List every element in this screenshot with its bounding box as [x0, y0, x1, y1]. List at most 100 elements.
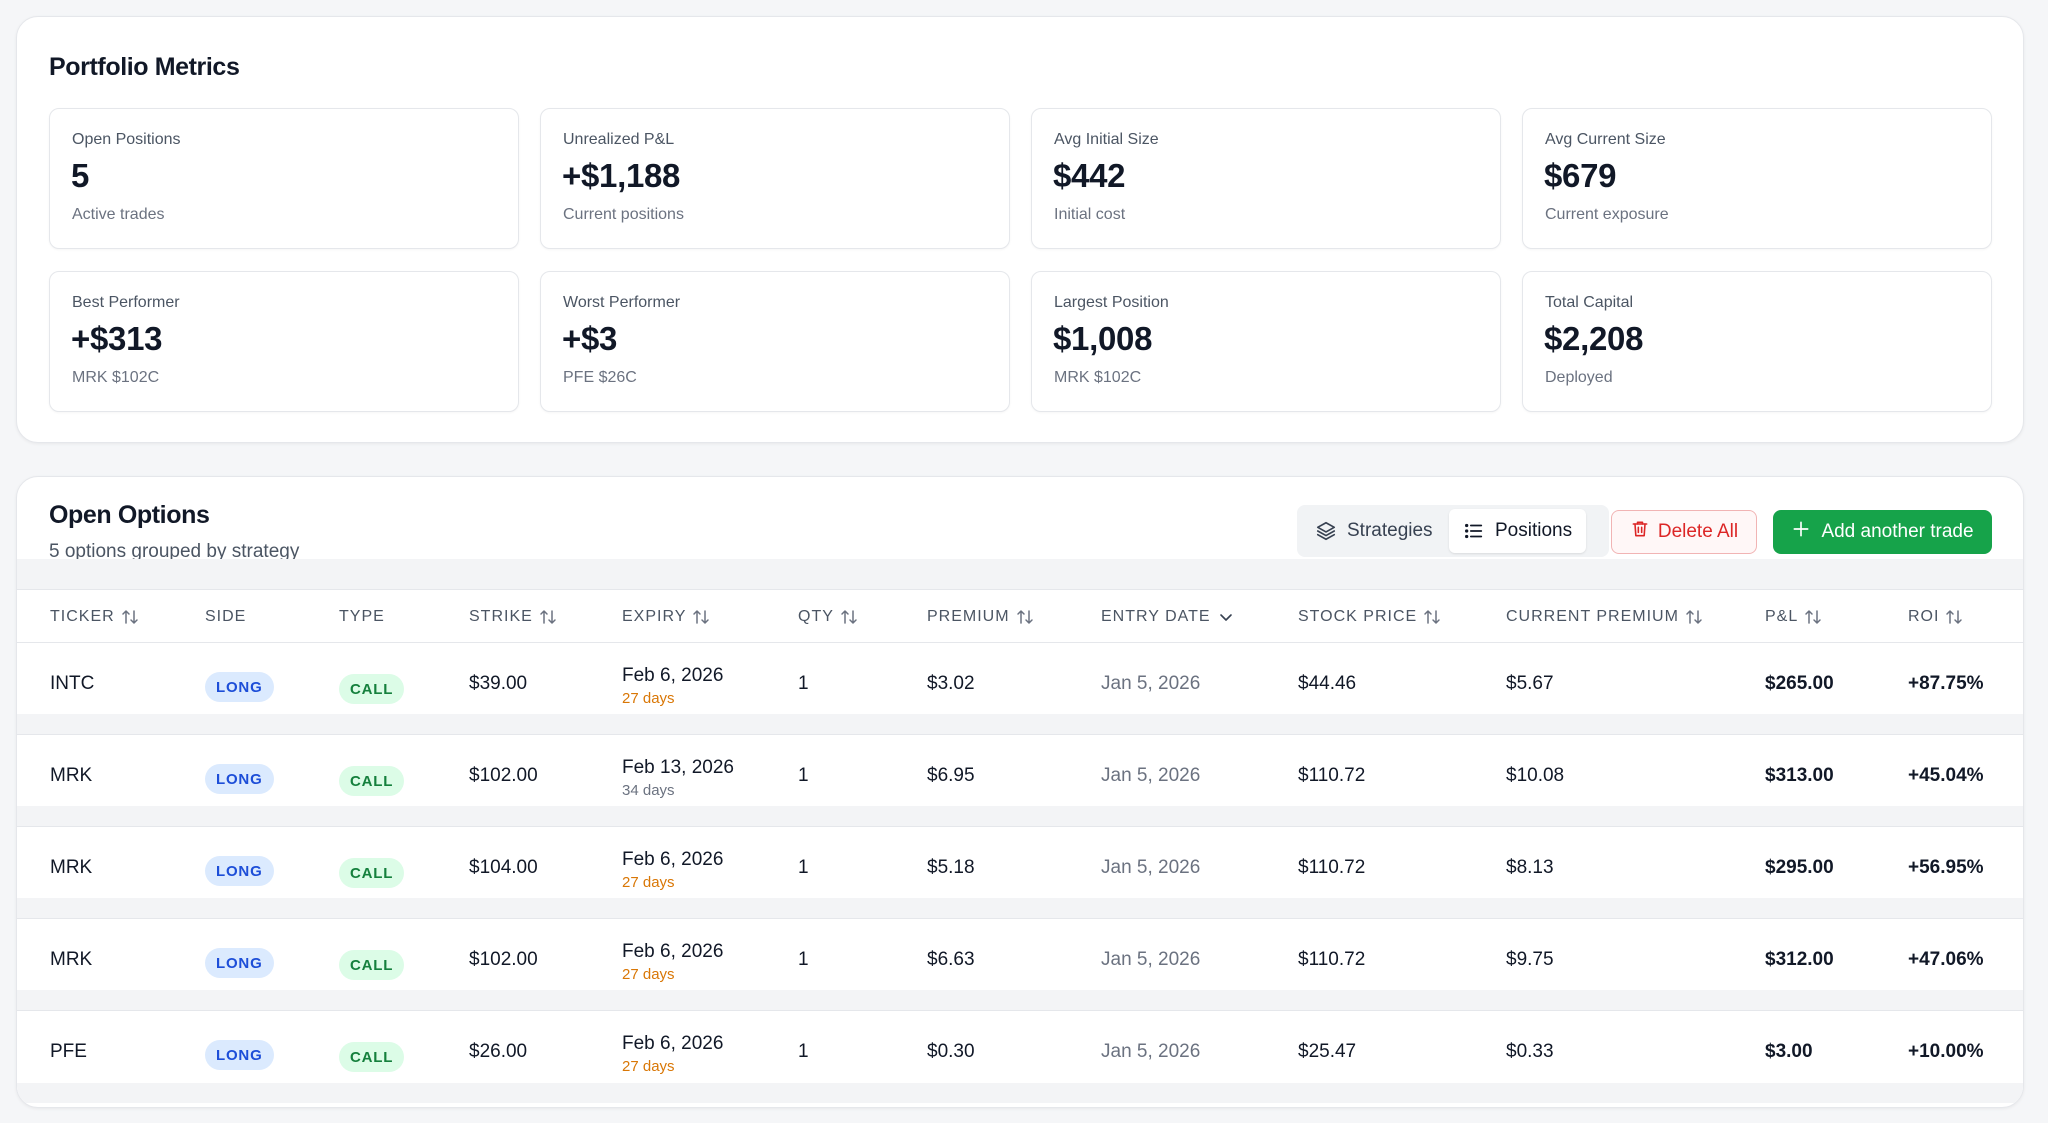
- entry-date-cell: Jan 5, 2026: [1101, 1041, 1201, 1062]
- stock-price-cell: $44.46: [1298, 673, 1357, 694]
- sort-arrows-icon: [539, 608, 557, 626]
- entry-date-cell: Jan 5, 2026: [1101, 857, 1201, 878]
- ticker-cell: INTC: [50, 673, 95, 694]
- roi-cell: +45.04%: [1908, 765, 1984, 786]
- sort-arrows-icon: [840, 608, 858, 626]
- column-header-type[interactable]: Type: [339, 590, 385, 644]
- stock-price-cell: $110.72: [1298, 949, 1366, 970]
- stock-price-cell: $110.72: [1298, 857, 1366, 878]
- column-header-side[interactable]: Side: [205, 590, 246, 644]
- metric-unrealized-pnl: Unrealized P&L +$1,188 Current positions: [540, 108, 1010, 249]
- metric-label: Largest Position: [1054, 294, 1169, 311]
- pnl-cell: $313.00: [1765, 765, 1834, 786]
- days-to-expiry: 27 days: [622, 690, 675, 707]
- days-to-expiry: 27 days: [622, 966, 675, 983]
- sort-arrows-icon: [1685, 608, 1703, 626]
- expiry-date: Feb 6, 2026: [622, 1033, 724, 1054]
- metric-sub: Active trades: [72, 206, 165, 223]
- strategies-view-button[interactable]: Strategies: [1301, 509, 1447, 553]
- table-row[interactable]: INTC LONG CALL $39.00 Feb 6, 2026 27 day…: [17, 643, 2023, 735]
- open-options-card: Open Options 5 options grouped by strate…: [16, 476, 2024, 1108]
- column-header-label: Entry Date: [1101, 608, 1211, 625]
- table-row[interactable]: PFE LONG CALL $26.00 Feb 6, 2026 27 days…: [17, 1011, 2023, 1103]
- column-header-label: ROI: [1908, 608, 1940, 625]
- column-header-stock-price[interactable]: Stock Price: [1298, 590, 1441, 644]
- metric-value: $2,208: [1544, 320, 1644, 357]
- metric-label: Avg Current Size: [1545, 131, 1666, 148]
- current-premium-cell: $5.67: [1506, 673, 1554, 694]
- qty-cell: 1: [798, 673, 809, 694]
- strike-cell: $102.00: [469, 949, 538, 970]
- qty-cell: 1: [798, 857, 809, 878]
- table-header: Ticker Side Type Strike Expiry Qty Premi…: [17, 589, 2023, 643]
- column-header-strike[interactable]: Strike: [469, 590, 557, 644]
- column-header-pnl[interactable]: P&L: [1765, 590, 1822, 644]
- pnl-cell: $265.00: [1765, 673, 1834, 694]
- add-trade-button[interactable]: Add another trade: [1773, 510, 1992, 554]
- entry-date-cell: Jan 5, 2026: [1101, 673, 1201, 694]
- strategies-label: Strategies: [1347, 520, 1433, 541]
- roi-cell: +87.75%: [1908, 673, 1984, 694]
- ticker-cell: MRK: [50, 949, 93, 970]
- premium-cell: $0.30: [927, 1041, 975, 1062]
- view-toggle: Strategies Positions: [1297, 505, 1609, 557]
- roi-cell: +47.06%: [1908, 949, 1984, 970]
- side-badge: LONG: [205, 672, 274, 702]
- portfolio-metrics-title: Portfolio Metrics: [49, 53, 240, 81]
- strike-cell: $26.00: [469, 1041, 528, 1062]
- expiry-date: Feb 6, 2026: [622, 849, 724, 870]
- column-header-label: Current Premium: [1506, 608, 1679, 625]
- column-header-label: Strike: [469, 608, 533, 625]
- stock-price-cell: $110.72: [1298, 765, 1366, 786]
- open-options-title: Open Options: [49, 501, 210, 529]
- stock-price-cell: $25.47: [1298, 1041, 1357, 1062]
- row-band: [17, 1083, 2023, 1103]
- row-band: [17, 806, 2023, 826]
- pnl-cell: $295.00: [1765, 857, 1834, 878]
- metric-value: $442: [1053, 157, 1126, 194]
- current-premium-cell: $10.08: [1506, 765, 1565, 786]
- column-header-entry-date[interactable]: Entry Date: [1101, 590, 1235, 644]
- pnl-cell: $312.00: [1765, 949, 1834, 970]
- column-header-expiry[interactable]: Expiry: [622, 590, 710, 644]
- column-header-label: P&L: [1765, 608, 1799, 625]
- metric-value: 5: [71, 157, 90, 194]
- add-trade-label: Add another trade: [1821, 521, 1974, 542]
- metric-best-performer: Best Performer +$313 MRK $102C: [49, 271, 519, 412]
- column-header-label: Ticker: [50, 608, 115, 625]
- entry-date-cell: Jan 5, 2026: [1101, 949, 1201, 970]
- metric-sub: Deployed: [1545, 369, 1613, 386]
- plus-icon: [1791, 519, 1811, 545]
- ticker-cell: MRK: [50, 857, 93, 878]
- table-row[interactable]: MRK LONG CALL $102.00 Feb 13, 2026 34 da…: [17, 735, 2023, 827]
- table-row[interactable]: MRK LONG CALL $102.00 Feb 6, 2026 27 day…: [17, 919, 2023, 1011]
- metric-total-capital: Total Capital $2,208 Deployed: [1522, 271, 1992, 412]
- positions-view-button[interactable]: Positions: [1449, 509, 1587, 553]
- current-premium-cell: $0.33: [1506, 1041, 1554, 1062]
- metric-value: $1,008: [1053, 320, 1153, 357]
- roi-cell: +10.00%: [1908, 1041, 1984, 1062]
- side-badge: LONG: [205, 948, 274, 978]
- days-to-expiry: 27 days: [622, 1058, 675, 1075]
- column-header-qty[interactable]: Qty: [798, 590, 858, 644]
- type-badge: CALL: [339, 950, 405, 980]
- table-row[interactable]: MRK LONG CALL $104.00 Feb 6, 2026 27 day…: [17, 827, 2023, 919]
- premium-cell: $6.63: [927, 949, 975, 970]
- column-header-roi[interactable]: ROI: [1908, 590, 1963, 644]
- entry-date-cell: Jan 5, 2026: [1101, 765, 1201, 786]
- days-to-expiry: 34 days: [622, 782, 675, 799]
- table-header-strip: [17, 559, 2023, 589]
- sort-arrows-icon: [1423, 608, 1441, 626]
- metric-open-positions: Open Positions 5 Active trades: [49, 108, 519, 249]
- column-header-premium[interactable]: Premium: [927, 590, 1034, 644]
- column-header-current-premium[interactable]: Current Premium: [1506, 590, 1703, 644]
- chevron-down-icon: [1217, 608, 1235, 626]
- column-header-ticker[interactable]: Ticker: [50, 590, 139, 644]
- row-band: [17, 898, 2023, 918]
- expiry-date: Feb 6, 2026: [622, 941, 724, 962]
- sort-arrows-icon: [1016, 608, 1034, 626]
- ticker-cell: MRK: [50, 765, 93, 786]
- qty-cell: 1: [798, 1041, 809, 1062]
- ticker-cell: PFE: [50, 1041, 87, 1062]
- delete-all-button[interactable]: Delete All: [1611, 510, 1757, 554]
